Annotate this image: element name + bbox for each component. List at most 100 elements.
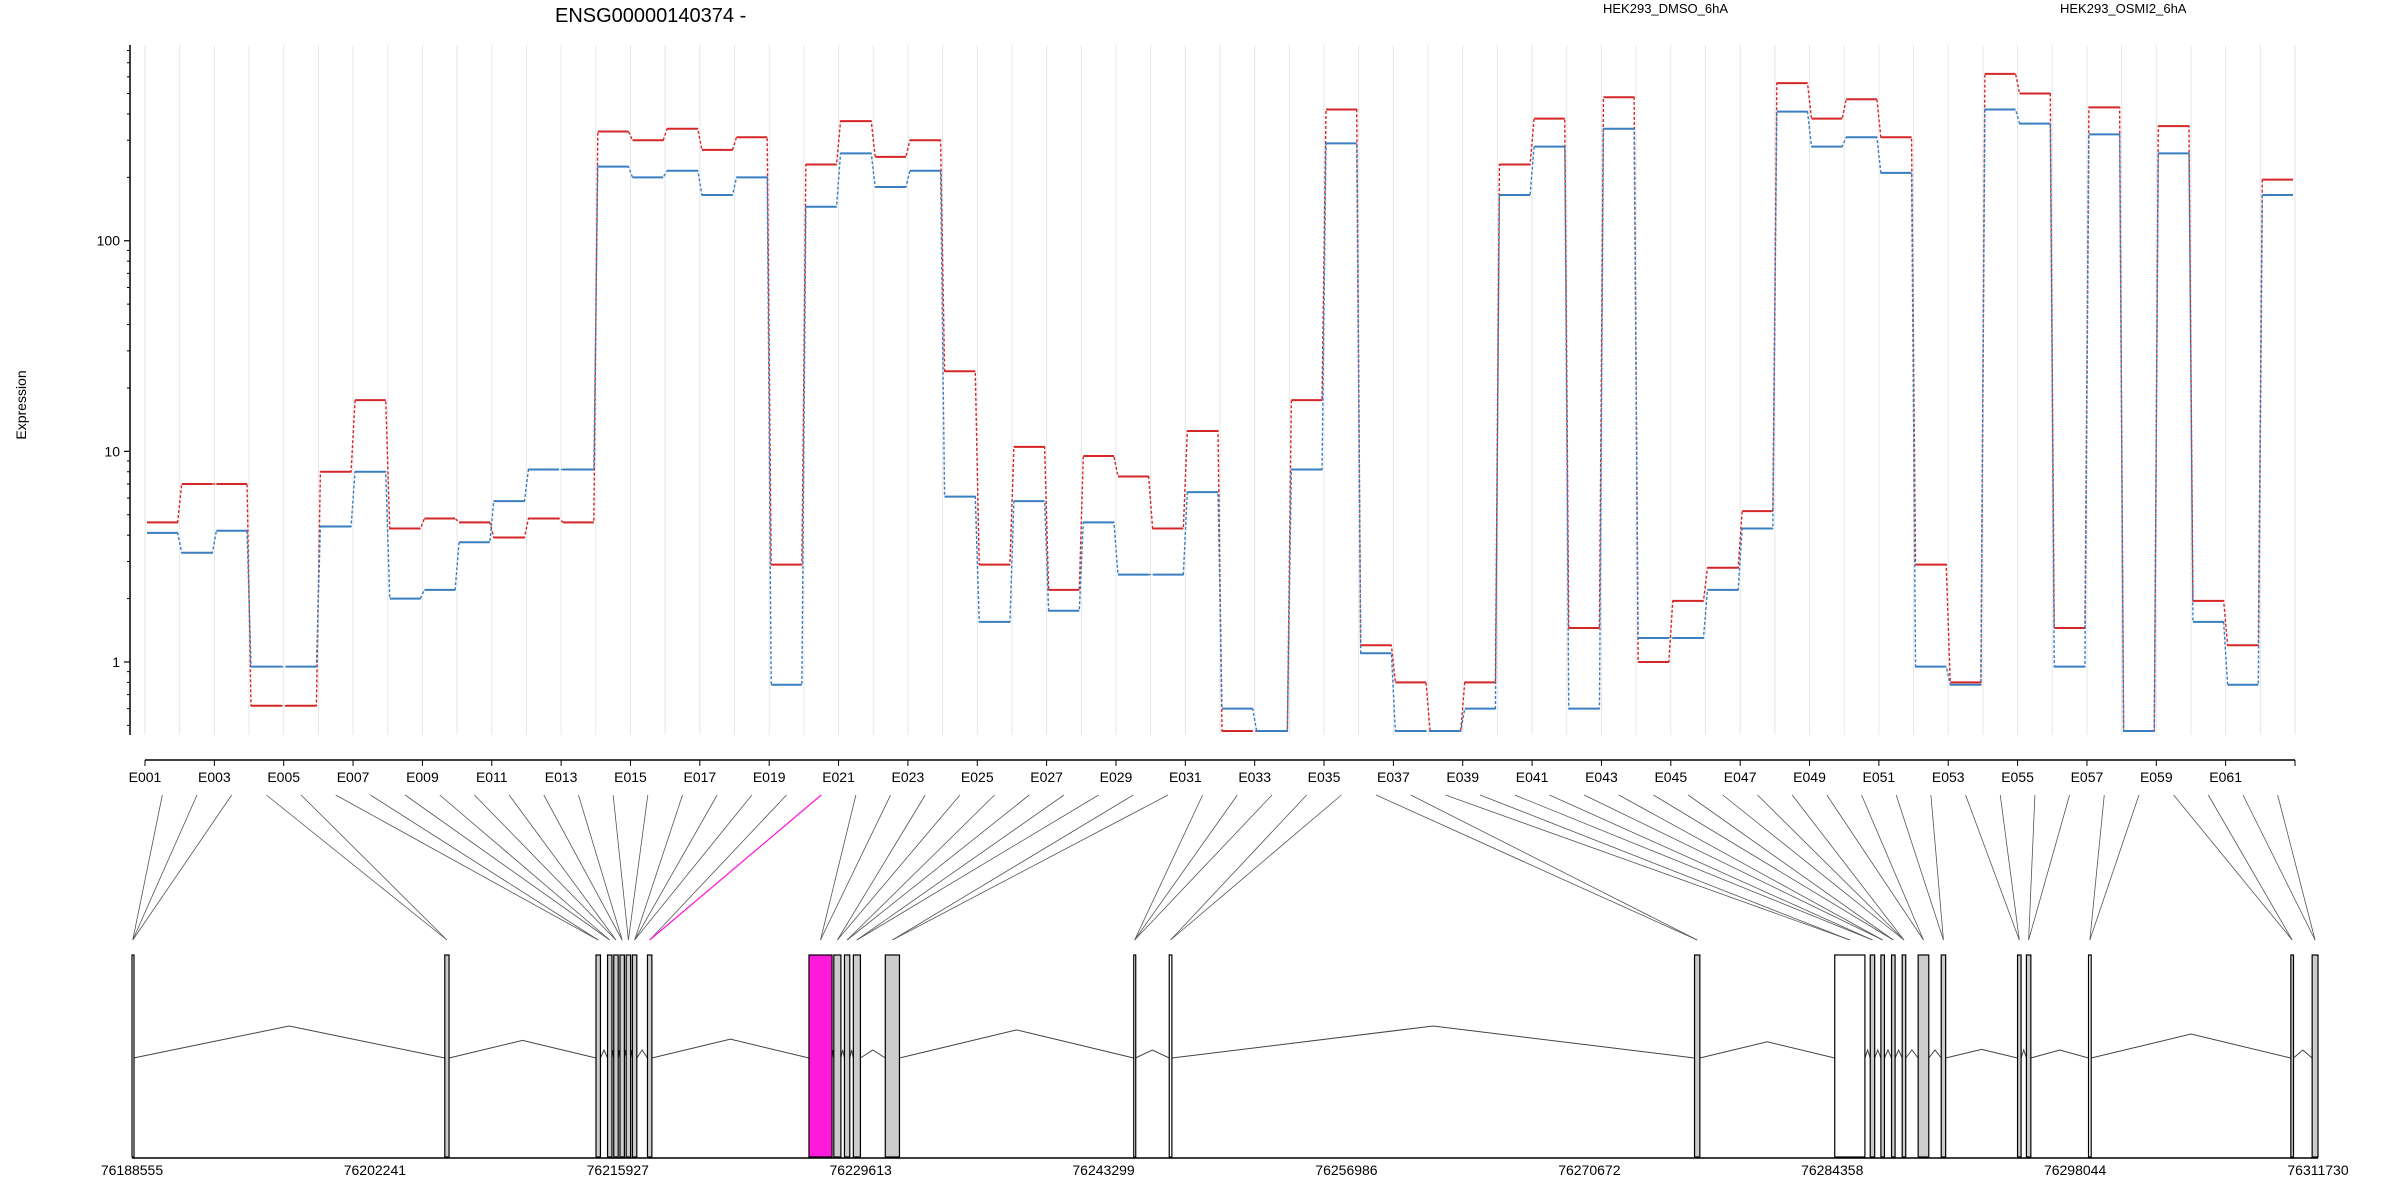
exon-connector [1653, 794, 1894, 941]
genome-tick-label: 76215927 [587, 1162, 650, 1178]
exon-block [2016, 954, 2022, 1158]
legend-entry-dmso: HEK293_DMSO_6hA [1603, 1, 1728, 16]
exon-connector [1722, 794, 1905, 941]
exon-block [852, 954, 862, 1158]
intron-line [899, 1029, 1134, 1059]
exon-label: E001 [129, 769, 162, 785]
y-axis: 1 10 100 [97, 45, 131, 735]
connector-highlighted [649, 794, 822, 941]
exon-connector [404, 794, 610, 941]
exon-block [2311, 954, 2319, 1158]
exon-label: E037 [1377, 769, 1410, 785]
intron-line [133, 1025, 445, 1059]
exon-connector [820, 794, 857, 941]
exon-block [833, 954, 842, 1158]
exon-label: E017 [683, 769, 716, 785]
exon-connector [2028, 794, 2036, 941]
exon-connector [1999, 794, 2020, 941]
exon-connector [370, 794, 599, 941]
exon-connector [837, 794, 926, 941]
exon-connector [820, 794, 891, 941]
exon-label: E013 [545, 769, 578, 785]
exon-label: E021 [822, 769, 855, 785]
intron-line [1894, 1048, 1903, 1059]
exon-connector [1170, 794, 1342, 941]
exon-label: E029 [1100, 769, 1133, 785]
series-lines [147, 72, 2293, 733]
exon-connector [439, 794, 611, 941]
exon-connector [1791, 794, 1905, 941]
exon-block [1693, 954, 1701, 1158]
exon-label: E035 [1308, 769, 1341, 785]
exon-connector [132, 794, 198, 941]
intron-line [1171, 1025, 1695, 1059]
exon-connector [2173, 794, 2293, 941]
exon-connector [2242, 794, 2316, 941]
exon-connector [1965, 794, 2020, 941]
exon-label: E061 [2209, 769, 2242, 785]
intron-line [1905, 1049, 1919, 1059]
exon-connector [634, 794, 683, 941]
exon-connector [266, 794, 448, 941]
exon-connector [2207, 794, 2293, 941]
exon-connector [1514, 794, 1873, 941]
exon-connector [1618, 794, 1883, 941]
exon-connector [578, 794, 623, 941]
exon-connector [543, 794, 623, 941]
exon-connector [1375, 794, 1698, 941]
exon-connector [856, 794, 1099, 941]
intron-line [1864, 1048, 1871, 1059]
exon-block [444, 954, 450, 1158]
genome-tick-label: 76270672 [1558, 1162, 1621, 1178]
exon-label: E031 [1169, 769, 1202, 785]
exon-block [631, 954, 638, 1158]
intron-line [1945, 1048, 2018, 1059]
exon-connector [1583, 794, 1883, 941]
exon-label: E043 [1585, 769, 1618, 785]
genome-axis: 76188555 76202241 76215927 76229613 76243299… [101, 1157, 2349, 1178]
genome-tick-label: 76188555 [101, 1162, 164, 1178]
exon-label: E047 [1724, 769, 1757, 785]
genome-tick-label: 76284358 [1801, 1162, 1864, 1178]
exon-block [1168, 954, 1173, 1158]
exon-connector [2089, 794, 2140, 941]
exon-label: E025 [961, 769, 994, 785]
exon-connector [474, 794, 617, 941]
exon-label: E027 [1030, 769, 1063, 785]
intron-line [636, 1049, 648, 1059]
exon-connector [1895, 794, 1944, 941]
exon-connector [612, 794, 629, 941]
exon-block [1890, 954, 1896, 1158]
exon-connector [1861, 794, 1924, 941]
exon-block [613, 954, 619, 1158]
intron-line [2091, 1033, 2291, 1059]
exon-label: E015 [614, 769, 647, 785]
intron-line [2293, 1049, 2313, 1059]
exon-connector [892, 794, 1134, 941]
exon-connector [1930, 794, 1944, 941]
exon-block [1869, 954, 1876, 1158]
exon-connector [1549, 794, 1873, 941]
intron-line [2030, 1049, 2089, 1059]
exon-connector [335, 794, 599, 941]
exon-label: E049 [1793, 769, 1826, 785]
exon-label: E033 [1238, 769, 1271, 785]
y-tick-label: 10 [104, 443, 120, 459]
exon-connector [1134, 794, 1273, 941]
exon-connector [837, 794, 961, 941]
exon-block [1901, 954, 1907, 1158]
exon-label: E041 [1516, 769, 1549, 785]
exon-block [843, 954, 851, 1158]
intron-line [1135, 1049, 1170, 1059]
chart-title: ENSG00000140374 - [555, 5, 746, 27]
intron-line [860, 1049, 886, 1059]
exon-connector [1170, 794, 1307, 941]
exon-block [1834, 954, 1866, 1158]
exon-connector [634, 794, 718, 941]
exon-block [1940, 954, 1947, 1158]
exon-label: E007 [337, 769, 370, 785]
exon-block [2025, 954, 2032, 1158]
exon-connector [300, 794, 448, 941]
exon-connector [508, 794, 617, 941]
